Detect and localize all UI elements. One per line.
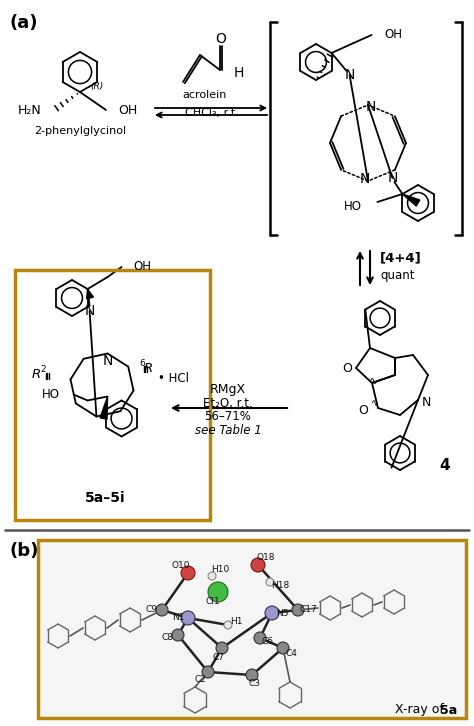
Text: RMgX: RMgX — [210, 383, 246, 396]
Text: [4+4]: [4+4] — [380, 251, 422, 264]
Text: OH: OH — [384, 28, 402, 41]
Text: C8: C8 — [162, 634, 174, 643]
Text: quant: quant — [380, 269, 414, 282]
Text: CHCl₃, r.t.: CHCl₃, r.t. — [185, 108, 239, 118]
Circle shape — [208, 582, 228, 602]
Text: N: N — [345, 68, 355, 82]
Circle shape — [156, 604, 168, 616]
Text: 4: 4 — [440, 457, 450, 473]
Text: N: N — [422, 396, 431, 409]
Text: C9: C9 — [146, 605, 158, 614]
Circle shape — [172, 629, 184, 641]
Circle shape — [265, 606, 279, 620]
Text: O: O — [358, 404, 368, 417]
Text: X-ray of: X-ray of — [395, 703, 448, 717]
Circle shape — [224, 621, 232, 629]
Text: 6: 6 — [139, 359, 145, 367]
Polygon shape — [100, 396, 108, 419]
Text: 56–71%: 56–71% — [205, 410, 251, 423]
Circle shape — [277, 642, 289, 654]
Circle shape — [266, 578, 274, 586]
Circle shape — [208, 572, 216, 580]
Circle shape — [292, 604, 304, 616]
Text: HO: HO — [42, 388, 60, 401]
Polygon shape — [402, 194, 420, 206]
Text: R: R — [143, 362, 153, 375]
Text: Cl1: Cl1 — [206, 597, 220, 606]
Text: 5a: 5a — [440, 703, 457, 717]
Text: (R): (R) — [90, 83, 103, 91]
Text: H10: H10 — [211, 566, 229, 574]
Circle shape — [246, 669, 258, 681]
Text: C17: C17 — [299, 605, 317, 614]
Text: 5a–5i: 5a–5i — [85, 491, 125, 505]
Text: H1: H1 — [230, 616, 242, 626]
Text: N5: N5 — [276, 608, 288, 618]
Text: HO: HO — [343, 200, 361, 213]
Text: see Table 1: see Table 1 — [195, 425, 261, 438]
Text: N: N — [360, 172, 370, 186]
Text: N1: N1 — [172, 613, 184, 622]
Text: O18: O18 — [257, 552, 275, 561]
Text: (b): (b) — [10, 542, 39, 560]
Text: (a): (a) — [10, 14, 38, 32]
Text: C6: C6 — [262, 637, 274, 645]
Text: H₂N: H₂N — [18, 105, 42, 118]
Text: C3: C3 — [249, 680, 261, 688]
Text: N: N — [102, 354, 113, 369]
Text: C2: C2 — [194, 675, 206, 685]
Text: 2: 2 — [40, 365, 46, 375]
Circle shape — [254, 632, 266, 644]
Circle shape — [181, 611, 195, 625]
Circle shape — [202, 666, 214, 678]
Text: O: O — [216, 32, 227, 46]
Text: R: R — [31, 369, 41, 381]
Text: N: N — [387, 171, 398, 185]
Text: acrolein: acrolein — [183, 90, 227, 100]
Text: • HCl: • HCl — [158, 372, 189, 385]
Text: C7: C7 — [213, 653, 225, 661]
Circle shape — [216, 642, 228, 654]
Bar — [15, 270, 210, 520]
Text: 2-phenylglycinol: 2-phenylglycinol — [34, 126, 126, 136]
Text: Et₂O, r.t.: Et₂O, r.t. — [203, 396, 253, 409]
Text: O: O — [342, 362, 352, 375]
Text: N: N — [366, 100, 376, 114]
Circle shape — [181, 566, 195, 580]
Text: O10: O10 — [172, 560, 190, 569]
Text: H: H — [234, 66, 245, 80]
Circle shape — [251, 558, 265, 572]
Text: OH: OH — [118, 105, 137, 118]
Text: ∿: ∿ — [371, 398, 379, 408]
Text: N: N — [84, 304, 95, 318]
Text: OH: OH — [134, 261, 152, 274]
Text: ∿: ∿ — [369, 375, 379, 385]
Text: C4: C4 — [285, 648, 297, 658]
Polygon shape — [87, 289, 93, 299]
Bar — [38, 540, 466, 718]
Text: H18: H18 — [271, 582, 289, 590]
